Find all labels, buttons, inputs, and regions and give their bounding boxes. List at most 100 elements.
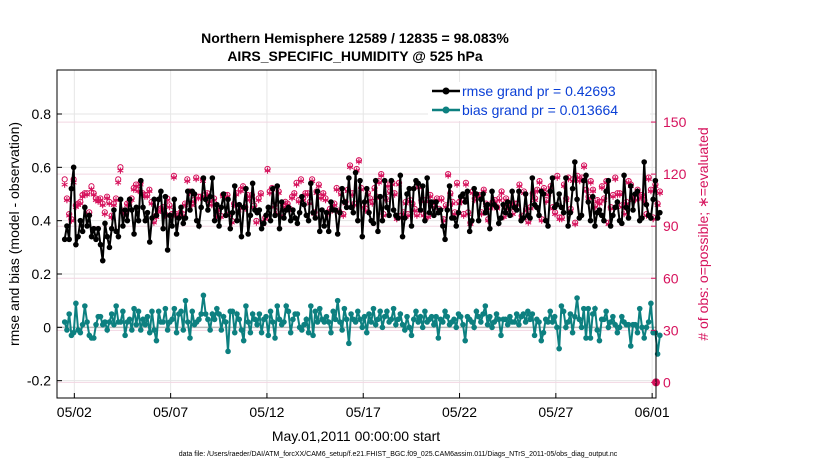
obs-evaluated-point: * [84, 191, 91, 206]
obs-possible-point [536, 177, 543, 185]
rmse-point [502, 209, 509, 216]
bias-point [310, 332, 316, 339]
rmse-point [507, 212, 513, 219]
rmse-point [399, 233, 406, 240]
rmse-point [207, 193, 213, 200]
bias-point [560, 308, 567, 315]
obs-possible-point [184, 176, 191, 183]
rmse-point [451, 215, 457, 221]
rmse-point [641, 159, 647, 165]
rmse-point [529, 175, 536, 181]
y-axis-label-left: rmse and bias (model - observation) [6, 122, 22, 346]
y-right-tick-label: 150 [663, 114, 687, 130]
bias-point [122, 332, 128, 339]
bias-point [502, 316, 509, 323]
x-tick-label: 05/27 [538, 404, 573, 420]
bias-point [117, 319, 124, 325]
obs-evaluated-point: * [95, 198, 102, 213]
obs-evaluated-point: * [340, 212, 347, 227]
bias-point [413, 308, 419, 315]
obs-evaluated-point: * [650, 215, 657, 230]
rmse-point [540, 191, 547, 197]
bias-point [417, 313, 424, 320]
obs-possible-point [438, 195, 445, 202]
rmse-point [142, 217, 149, 224]
bias-point [404, 313, 410, 320]
obs-evaluated-point: * [498, 189, 505, 204]
obs-possible-point [554, 172, 561, 179]
bias-point [415, 319, 422, 325]
rmse-point [650, 196, 656, 203]
bias-point [545, 319, 551, 325]
bias-point [565, 319, 571, 325]
bias-point [256, 311, 263, 317]
bias-point [614, 329, 621, 336]
rmse-point [572, 159, 578, 165]
rmse-point [509, 188, 515, 195]
obs-evaluated-point: * [561, 182, 568, 197]
obs-evaluated-point: * [162, 212, 169, 227]
rmse-point [129, 207, 135, 213]
bias-point [214, 305, 220, 312]
obs-evaluated-point: * [237, 187, 244, 202]
rmse-point [580, 177, 587, 184]
bias-point [137, 327, 144, 333]
bias-point [632, 321, 639, 328]
bias-point [580, 305, 587, 312]
obs-possible-point [656, 188, 663, 195]
bias-point [529, 311, 536, 317]
rmse-point [236, 201, 243, 208]
obs-possible-point [68, 216, 75, 223]
obs-evaluated-point: * [362, 206, 369, 221]
rmse-point [276, 225, 283, 232]
rmse-point [104, 233, 111, 240]
bias-point [334, 297, 341, 304]
obs-possible-point [580, 162, 588, 169]
rmse-point [243, 185, 249, 192]
obs-possible-point [453, 179, 461, 186]
bias-point [104, 327, 111, 333]
rmse-point [619, 220, 625, 227]
bias-point [102, 319, 108, 325]
bias-point [97, 313, 104, 320]
rmse-point [587, 217, 594, 224]
rmse-point [319, 207, 325, 213]
bias-point [164, 327, 171, 333]
bias-point [520, 311, 527, 317]
rmse-point [357, 177, 363, 184]
legend-label-rmse: rmse grand pr = 0.42693 [462, 83, 616, 99]
rmse-point [442, 236, 448, 243]
rmse-point [328, 199, 334, 205]
obs-evaluated-point: * [99, 201, 106, 216]
bias-point [299, 327, 305, 333]
obs-evaluated-point: * [478, 210, 485, 225]
obs-possible-point [297, 176, 305, 183]
rmse-point [408, 223, 415, 229]
obs-evaluated-point: * [208, 201, 215, 216]
obs-evaluated-point: * [601, 196, 608, 211]
rmse-point [471, 185, 477, 192]
bias-point [540, 329, 547, 336]
bias-point [202, 311, 209, 317]
obs-evaluated-point: * [157, 206, 164, 221]
rmse-point [363, 185, 370, 192]
obs-evaluated-point: * [320, 191, 327, 206]
bias-point [634, 329, 641, 336]
rmse-point [312, 215, 319, 221]
obs-evaluated-point: * [68, 217, 75, 232]
rmse-point [238, 233, 245, 240]
bias-point [249, 311, 256, 317]
bias-point [487, 313, 493, 320]
obs-evaluated-point: * [583, 187, 590, 202]
obs-evaluated-point: * [411, 206, 418, 221]
bias-point [451, 316, 457, 323]
y-right-tick-label: 30 [663, 322, 679, 338]
rmse-point [126, 196, 133, 203]
rmse-point [384, 204, 390, 211]
obs-evaluated-point: * [645, 175, 652, 190]
bias-point [149, 308, 155, 315]
bias-point [645, 319, 652, 325]
rmse-point [475, 217, 482, 224]
obs-evaluated-point: * [90, 191, 97, 206]
bias-point [182, 297, 189, 304]
